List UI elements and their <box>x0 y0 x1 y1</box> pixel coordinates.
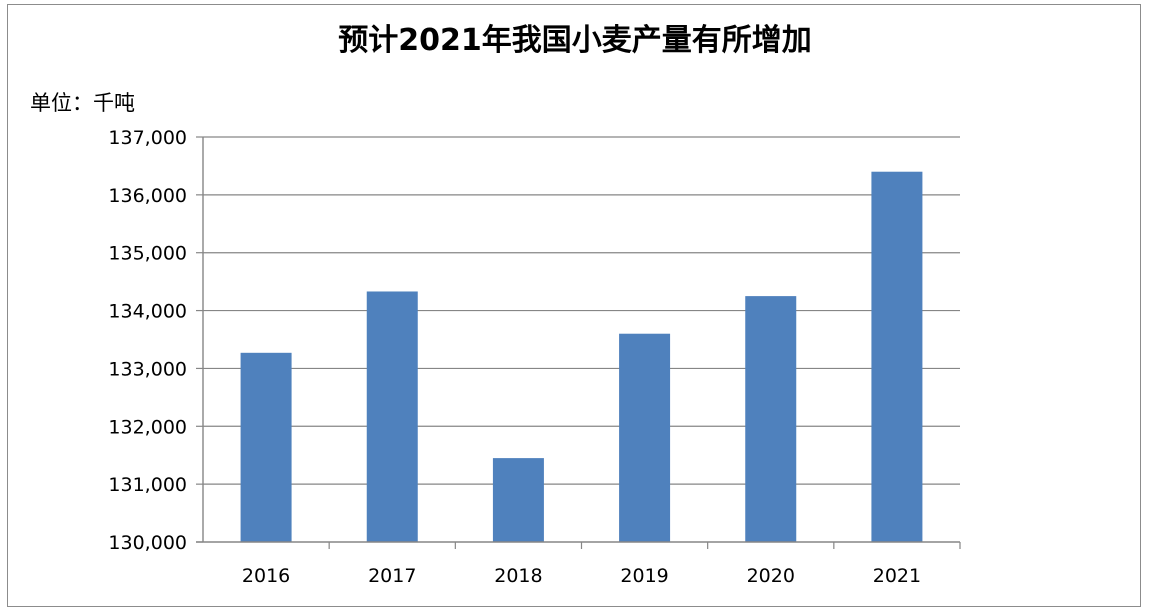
y-tick-label: 134,000 <box>108 301 187 323</box>
x-tick-label: 2018 <box>494 565 542 587</box>
chart-frame <box>7 4 1141 607</box>
x-tick-label: 2017 <box>368 565 416 587</box>
y-tick-label: 137,000 <box>108 127 187 149</box>
bar-2020 <box>745 296 797 542</box>
y-tick-label: 131,000 <box>108 474 187 496</box>
bar-2016 <box>240 352 292 542</box>
y-axis-ticks: 130,000 131,000 132,000 133,000 134,000 135,0… <box>108 127 203 554</box>
y-tick-label: 133,000 <box>108 358 187 380</box>
y-tick-label: 135,000 <box>108 243 187 265</box>
gridlines <box>203 136 960 485</box>
y-tick-label: 136,000 <box>108 185 187 207</box>
x-tick-label: 2020 <box>747 565 795 587</box>
x-tick-label: 2019 <box>620 565 668 587</box>
x-tick-label: 2021 <box>873 565 921 587</box>
y-tick-label: 132,000 <box>108 416 187 438</box>
bar-2021 <box>871 171 923 542</box>
axes <box>196 137 960 543</box>
unit-label: 单位：千吨 <box>30 91 135 115</box>
y-tick-label: 130,000 <box>108 532 187 554</box>
bar-2017 <box>366 291 418 542</box>
chart-title: 预计2021年我国小麦产量有所增加 <box>338 23 812 58</box>
bar-2018 <box>492 458 544 542</box>
x-axis-ticks: 2016 2017 2018 2019 2020 2021 <box>242 542 961 587</box>
bar-2019 <box>619 333 671 542</box>
x-tick-label: 2016 <box>242 565 290 587</box>
bars <box>240 171 923 542</box>
